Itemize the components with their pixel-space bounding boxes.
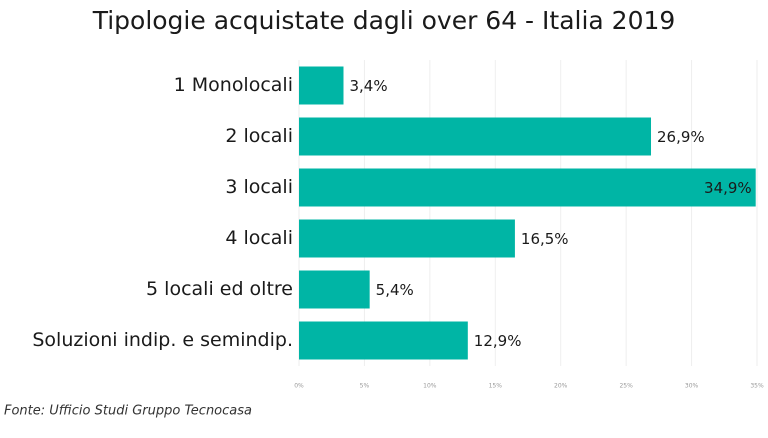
category-label: 2 locali xyxy=(225,125,293,147)
category-label: 5 locali ed oltre xyxy=(146,278,293,300)
bar xyxy=(299,66,344,105)
value-label: 34,9% xyxy=(704,179,752,197)
category-label: 3 locali xyxy=(225,176,293,198)
x-tick-label: 5% xyxy=(360,383,370,390)
category-label: 4 locali xyxy=(225,227,293,249)
x-tick-label: 10% xyxy=(423,383,437,390)
chart-title: Tipologie acquistate dagli over 64 - Ita… xyxy=(92,6,676,35)
x-tick-label: 20% xyxy=(554,383,568,390)
bar xyxy=(299,168,756,207)
value-label: 12,9% xyxy=(474,332,522,350)
value-label: 16,5% xyxy=(521,230,569,248)
value-label: 3,4% xyxy=(349,77,387,95)
bar xyxy=(299,321,468,360)
value-label: 26,9% xyxy=(657,128,705,146)
x-tick-label: 25% xyxy=(619,383,633,390)
category-label: Soluzioni indip. e semindip. xyxy=(32,329,293,351)
category-label: 1 Monolocali xyxy=(174,74,293,96)
bar xyxy=(299,117,652,156)
value-label: 5,4% xyxy=(376,281,414,299)
bar xyxy=(299,219,515,258)
bar xyxy=(299,270,370,309)
x-tick-label: 0% xyxy=(294,383,304,390)
x-tick-label: 15% xyxy=(489,383,503,390)
source-note: Fonte: Ufficio Studi Gruppo Tecnocasa xyxy=(4,404,252,419)
x-tick-label: 30% xyxy=(685,383,699,390)
x-tick-label: 35% xyxy=(750,383,764,390)
